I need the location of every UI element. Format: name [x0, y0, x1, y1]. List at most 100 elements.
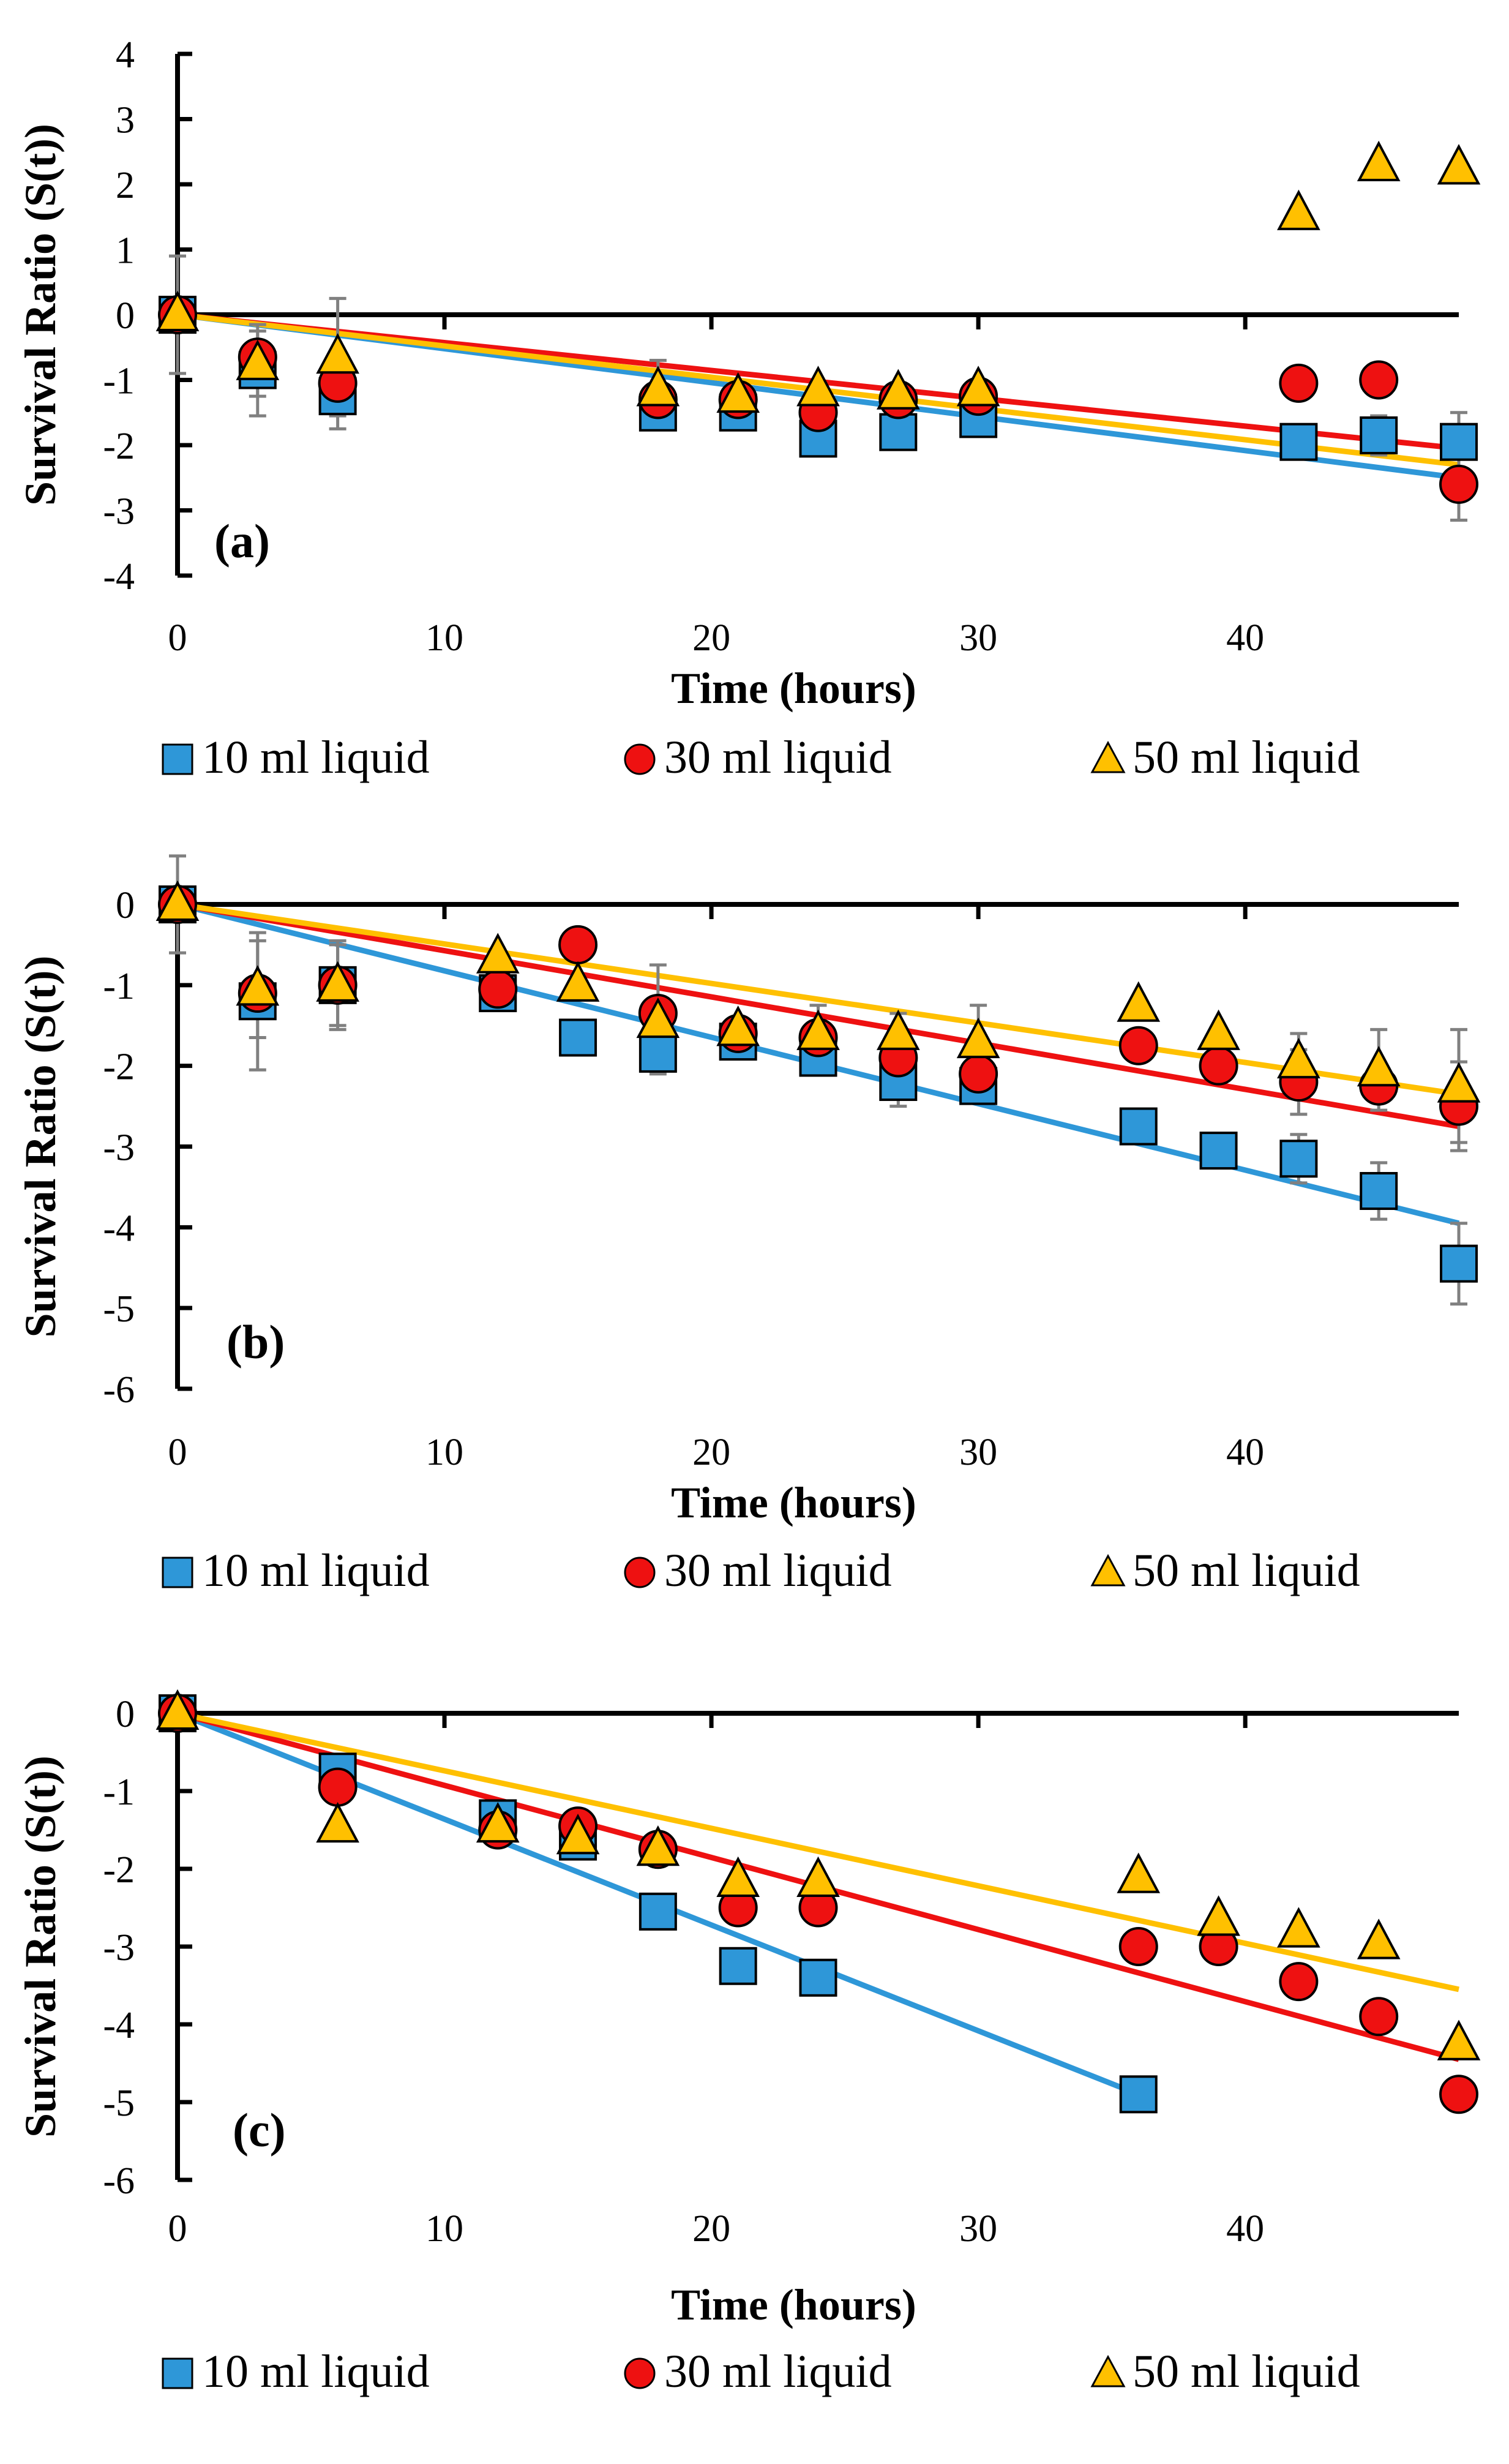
- x-tick-label: 20: [692, 617, 730, 659]
- data-point-s50: [1437, 1062, 1481, 1103]
- data-point-s50: [316, 1801, 359, 1843]
- data-point-s10: [638, 1034, 677, 1073]
- data-point-s50: [1357, 140, 1401, 182]
- x-tick-label: 40: [1226, 1432, 1264, 1473]
- data-point-s10: [719, 1947, 757, 1985]
- y-tick-label: -4: [103, 2005, 135, 2046]
- data-point-s50: [716, 372, 760, 413]
- data-point-s50: [155, 290, 200, 331]
- data-point-s50: [1117, 981, 1161, 1022]
- y-tick-label: -6: [103, 2160, 135, 2202]
- legend-circle-icon: [624, 1557, 656, 1588]
- data-point-s10: [1119, 1107, 1158, 1146]
- x-tick-label: 30: [959, 1432, 997, 1473]
- trendline-s50: [177, 901, 1459, 1097]
- data-point-s50: [1437, 144, 1481, 185]
- legend-triangle-icon: [1090, 740, 1126, 773]
- data-point-s50: [876, 1009, 920, 1050]
- y-tick-label: -4: [103, 556, 135, 598]
- legend: 10 ml liquid 30 ml liquid 50 ml liquid: [162, 732, 1360, 783]
- legend-label-s10: 10 ml liquid: [202, 732, 430, 783]
- y-tick-label: 0: [116, 1694, 135, 1735]
- data-point-s30: [318, 1767, 358, 1807]
- data-point-s10: [1119, 2075, 1158, 2114]
- data-point-s30: [1279, 363, 1319, 403]
- data-point-s50: [636, 1825, 680, 1866]
- data-point-s50: [876, 369, 920, 410]
- data-point-s10: [1440, 423, 1478, 461]
- data-point-s50: [316, 332, 359, 374]
- y-tick-label: -5: [103, 2083, 135, 2124]
- y-tick-label: -6: [103, 1369, 135, 1411]
- y-tick-label: -4: [103, 1208, 135, 1249]
- y-tick-label: -1: [103, 361, 135, 402]
- y-tick-label: 0: [116, 295, 135, 337]
- legend-label-s30: 30 ml liquid: [664, 1545, 892, 1596]
- x-axis-title: Time (hours): [671, 1478, 916, 1527]
- x-axis-title: Time (hours): [671, 2280, 916, 2329]
- data-point-s10: [638, 1892, 677, 1931]
- data-point-s50: [1277, 1037, 1320, 1079]
- y-tick-label: -1: [103, 1771, 135, 1813]
- x-tick-label: 0: [168, 2208, 187, 2250]
- y-axis-title: Survival Ratio (S(t)): [16, 1756, 65, 2138]
- legend-label-s50: 50 ml liquid: [1133, 732, 1360, 783]
- legend-circle-icon: [624, 743, 656, 775]
- x-tick-label: 0: [168, 1432, 187, 1473]
- data-point-s50: [1197, 1895, 1240, 1936]
- y-tick-label: 1: [116, 230, 135, 272]
- legend: 10 ml liquid 30 ml liquid 50 ml liquid: [162, 1545, 1360, 1596]
- legend-triangle-icon: [1090, 2354, 1126, 2387]
- data-point-s50: [796, 366, 840, 407]
- data-point-s30: [1359, 1997, 1399, 2037]
- data-point-s30: [1439, 2075, 1478, 2114]
- panel-label: (a): [214, 514, 270, 568]
- data-point-s50: [956, 1017, 1000, 1059]
- data-point-s50: [956, 366, 1000, 407]
- data-point-s50: [1197, 1009, 1240, 1050]
- x-tick-label: 40: [1226, 617, 1264, 659]
- y-tick-label: 3: [116, 100, 135, 141]
- legend-label-s10: 10 ml liquid: [202, 2346, 430, 2397]
- data-point-s30: [1279, 1962, 1319, 2002]
- y-tick-label: -2: [103, 1046, 135, 1088]
- data-point-s50: [1357, 1918, 1401, 1959]
- data-point-s30: [478, 969, 518, 1009]
- data-point-s50: [155, 880, 200, 921]
- y-tick-label: 4: [116, 34, 135, 76]
- data-point-s50: [636, 366, 680, 407]
- chart-panel-2: 0 -1 -2 -3 -4 -5 -6 0 10 20 30 40 Time (hours) Surviv…: [16, 854, 1481, 1596]
- x-tick-label: 0: [168, 617, 187, 659]
- data-point-s10: [879, 413, 918, 451]
- data-point-s50: [236, 339, 280, 380]
- data-point-s50: [636, 997, 680, 1039]
- legend-label-s30: 30 ml liquid: [664, 732, 892, 783]
- x-tick-label: 20: [692, 2208, 730, 2250]
- y-tick-label: -3: [103, 1127, 135, 1169]
- x-tick-label: 40: [1226, 2208, 1264, 2250]
- panel-label: (c): [233, 2103, 286, 2157]
- y-tick-label: 2: [116, 165, 135, 206]
- data-point-s50: [1437, 2019, 1481, 2060]
- data-point-s50: [1117, 1852, 1161, 1893]
- data-point-s10: [799, 1958, 837, 1997]
- legend: 10 ml liquid 30 ml liquid 50 ml liquid: [162, 2346, 1360, 2397]
- legend-label-s30: 30 ml liquid: [664, 2346, 892, 2397]
- legend-label-s50: 50 ml liquid: [1133, 2346, 1360, 2397]
- y-tick-label: -2: [103, 426, 135, 467]
- y-tick-label: -3: [103, 1927, 135, 1969]
- legend-label-s50: 50 ml liquid: [1133, 1545, 1360, 1596]
- data-point-s30: [959, 1054, 998, 1094]
- x-tick-label: 30: [959, 617, 997, 659]
- y-tick-label: -5: [103, 1288, 135, 1330]
- data-point-s50: [476, 933, 520, 974]
- legend-circle-icon: [624, 2357, 656, 2389]
- data-point-s30: [1199, 1046, 1238, 1086]
- data-point-s10: [1440, 1244, 1478, 1283]
- data-point-s10: [1279, 1140, 1318, 1178]
- data-point-s30: [558, 925, 598, 964]
- x-tick-label: 10: [425, 1432, 463, 1473]
- data-point-s50: [1277, 1907, 1320, 1948]
- y-tick-label: -3: [103, 491, 135, 533]
